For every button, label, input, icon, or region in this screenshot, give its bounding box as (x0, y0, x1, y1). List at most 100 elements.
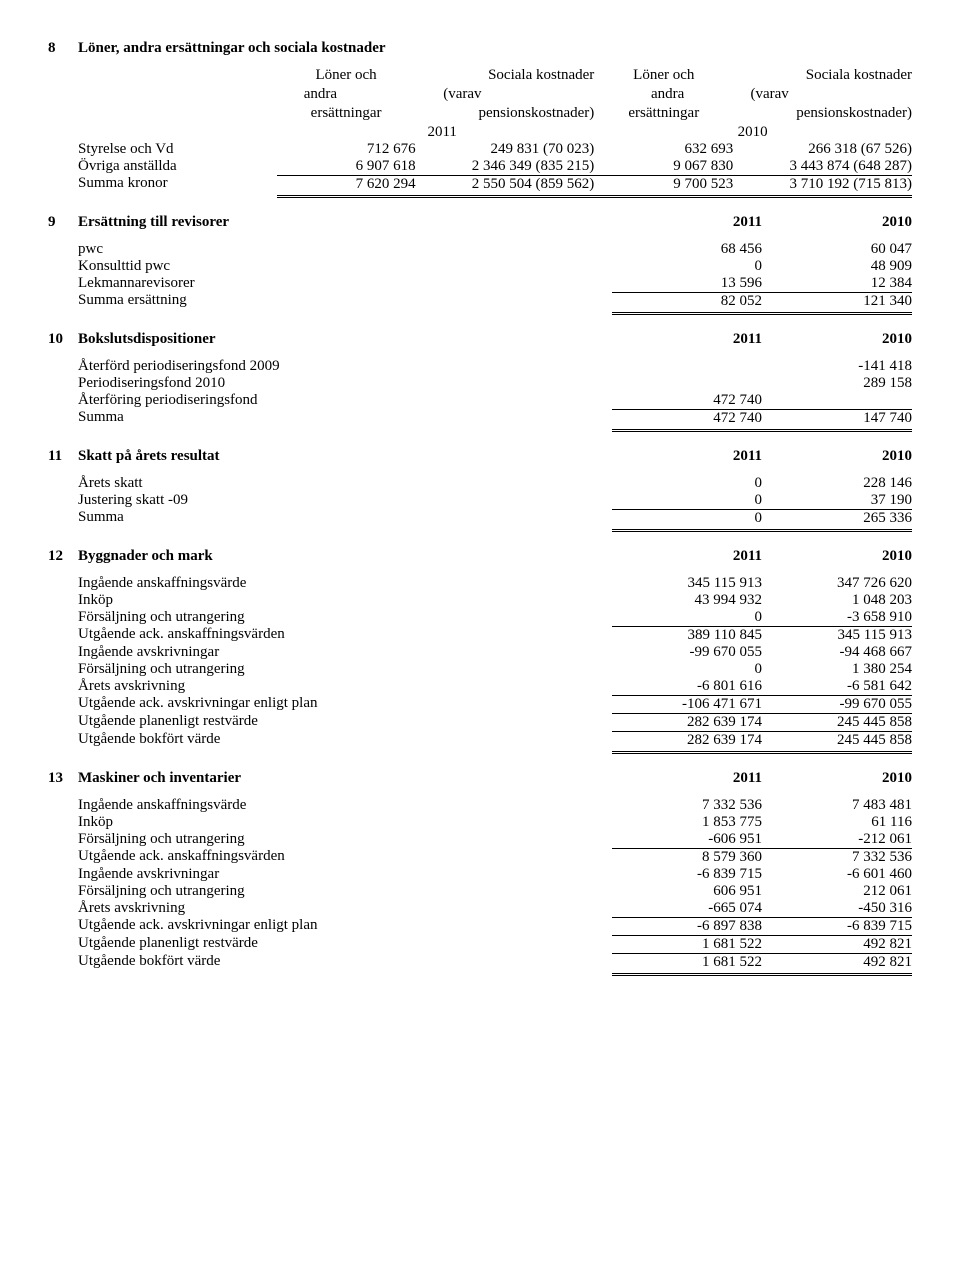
cell: 712 676 (277, 141, 416, 158)
row-label: Utgående ack. avskrivningar enligt plan (78, 695, 612, 713)
col-head: pensionskostnader) (416, 105, 595, 122)
table-row: Årets avskrivning-6 801 616-6 581 642 (48, 678, 912, 695)
cell: 121 340 (762, 292, 912, 313)
row-label: Årets skatt (78, 475, 612, 492)
table-row: Ingående avskrivningar-6 839 715-6 601 4… (48, 866, 912, 883)
row-label: Utgående ack. anskaffningsvärden (78, 848, 612, 866)
cell: 0 (612, 609, 762, 626)
cell: -141 418 (762, 358, 912, 375)
row-label: Ingående anskaffningsvärde (78, 797, 612, 814)
cell: 249 831 (70 023) (416, 141, 595, 158)
table-row: Inköp43 994 9321 048 203 (48, 592, 912, 609)
cell: -450 316 (762, 900, 912, 917)
cell: 472 740 (612, 392, 762, 409)
row-label: Årets avskrivning (78, 678, 612, 695)
table-row: Inköp1 853 77561 116 (48, 814, 912, 831)
table-row: Årets skatt0228 146 (48, 475, 912, 492)
row-label: Återföring periodiseringsfond (78, 392, 612, 409)
cell: 7 332 536 (762, 848, 912, 866)
cell: 43 994 932 (612, 592, 762, 609)
cell (762, 392, 912, 409)
row-label: Utgående ack. anskaffningsvärden (78, 626, 612, 644)
note-title: Ersättning till revisorer (78, 214, 612, 231)
table-row: Utgående ack. anskaffningsvärden389 110 … (48, 626, 912, 644)
table-row: Återförd periodiseringsfond 2009-141 418 (48, 358, 912, 375)
table-row: Försäljning och utrangering-606 951-212 … (48, 831, 912, 848)
row-label: Periodiseringsfond 2010 (78, 375, 612, 392)
table-row: Justering skatt -09037 190 (48, 492, 912, 509)
cell: 68 456 (612, 241, 762, 258)
note-title: Skatt på årets resultat (78, 448, 612, 465)
cell: 492 821 (762, 935, 912, 953)
sum-row: Utgående bokfört värde282 639 174245 445… (48, 731, 912, 752)
note-8-table: Löner och Sociala kostnader Löner och So… (48, 67, 912, 196)
row-label: Utgående bokfört värde (78, 953, 612, 974)
cell: 282 639 174 (612, 713, 762, 731)
row-label: Summa (78, 409, 612, 430)
table-row: Lekmannarevisorer13 59612 384 (48, 275, 912, 292)
row-label: Inköp (78, 592, 612, 609)
row-label: Lekmannarevisorer (78, 275, 612, 292)
cell: -606 951 (612, 831, 762, 848)
table-row: Styrelse och Vd712 676249 831 (70 023)63… (78, 141, 912, 158)
year-label: 2010 (762, 448, 912, 465)
cell: 0 (612, 475, 762, 492)
cell: 347 726 620 (762, 575, 912, 592)
cell: -3 658 910 (762, 609, 912, 626)
cell: 147 740 (762, 409, 912, 430)
table-row: Utgående planenligt restvärde1 681 52249… (48, 935, 912, 953)
year-label: 2010 (738, 124, 912, 141)
cell: -6 601 460 (762, 866, 912, 883)
cell: 8 579 360 (612, 848, 762, 866)
sum-row: Summa kronor 7 620 294 2 550 504 (859 56… (78, 175, 912, 196)
cell: 61 116 (762, 814, 912, 831)
row-label: Försäljning och utrangering (78, 883, 612, 900)
year-label: 2011 (612, 770, 762, 787)
cell: 245 445 858 (762, 731, 912, 752)
note-9: 9Ersättning till revisorer20112010pwc68 … (48, 214, 912, 313)
col-head: ersättningar (594, 105, 733, 122)
row-label: Justering skatt -09 (78, 492, 612, 509)
cell: 0 (612, 258, 762, 275)
cell: 0 (612, 509, 762, 530)
table-row: Försäljning och utrangering0-3 658 910 (48, 609, 912, 626)
note-number: 13 (48, 770, 78, 787)
col-head: ersättningar (277, 105, 416, 122)
note-13: 13Maskiner och inventarier20112010Ingåen… (48, 770, 912, 974)
note-10: 10Bokslutsdispositioner20112010Återförd … (48, 331, 912, 430)
cell: 9 700 523 (594, 175, 733, 196)
cell: 6 907 618 (277, 158, 416, 175)
note-title: Löner, andra ersättningar och sociala ko… (78, 40, 912, 57)
row-label: Inköp (78, 814, 612, 831)
table-row: Utgående ack. anskaffningsvärden8 579 36… (48, 848, 912, 866)
cell: 0 (612, 661, 762, 678)
cell: -6 839 715 (612, 866, 762, 883)
col-head: Löner och (594, 67, 733, 84)
col-head: andra (605, 86, 731, 103)
table-row: Konsulttid pwc048 909 (48, 258, 912, 275)
cell: 7 483 481 (762, 797, 912, 814)
col-head: pensionskostnader) (733, 105, 912, 122)
sum-row: Summa ersättning82 052121 340 (48, 292, 912, 313)
cell: 606 951 (612, 883, 762, 900)
cell: 0 (612, 492, 762, 509)
table-row: Utgående ack. avskrivningar enligt plan-… (48, 917, 912, 935)
note-title: Byggnader och mark (78, 548, 612, 565)
cell: 3 443 874 (648 287) (733, 158, 912, 175)
table-row: pwc68 45660 047 (48, 241, 912, 258)
row-label: pwc (78, 241, 612, 258)
cell: 389 110 845 (612, 626, 762, 644)
row-label: Ingående avskrivningar (78, 644, 612, 661)
cell: 1 380 254 (762, 661, 912, 678)
cell: 37 190 (762, 492, 912, 509)
year-label: 2010 (762, 214, 912, 231)
cell: -94 468 667 (762, 644, 912, 661)
note-number: 12 (48, 548, 78, 565)
row-label: Ingående anskaffningsvärde (78, 575, 612, 592)
table-row: Övriga anställda6 907 6182 346 349 (835 … (78, 158, 912, 175)
cell: 60 047 (762, 241, 912, 258)
cell: 212 061 (762, 883, 912, 900)
cell: 2 550 504 (859 562) (416, 175, 595, 196)
cell (612, 358, 762, 375)
note-12: 12Byggnader och mark20112010Ingående ans… (48, 548, 912, 752)
